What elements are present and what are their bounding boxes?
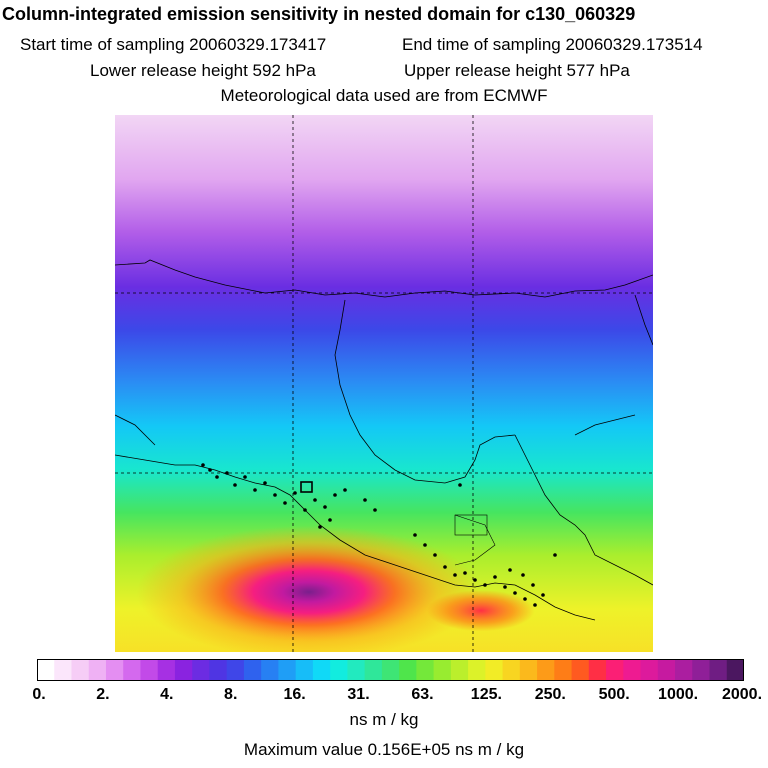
colorbar-tick-label: 0. — [32, 686, 46, 703]
colorbar-cell — [381, 659, 400, 681]
plot-title: Column-integrated emission sensitivity i… — [2, 4, 636, 24]
colorbar-tick-label: 4. — [160, 686, 174, 703]
colorbar-cell — [623, 659, 642, 681]
colorbar-cell — [88, 659, 107, 681]
colorbar-tick-label: 125. — [470, 686, 502, 703]
colorbar-cell — [364, 659, 383, 681]
colorbar-tick-label: 63. — [411, 686, 434, 703]
colorbar — [37, 659, 744, 681]
colorbar-cell — [312, 659, 331, 681]
colorbar-cell — [606, 659, 624, 681]
colorbar-cell — [640, 659, 659, 681]
lower-release-label: Lower release height 592 hPa — [90, 61, 316, 80]
colorbar-cell — [485, 659, 504, 681]
colorbar-cell — [502, 659, 521, 681]
colorbar-cell — [450, 659, 469, 681]
colorbar-tick-label: 31. — [347, 686, 370, 703]
emission-sensitivity-map — [115, 115, 653, 652]
colorbar-cell — [416, 659, 435, 681]
colorbar-tick-label: 1000. — [658, 686, 699, 703]
colorbar-cell — [192, 659, 210, 681]
colorbar-cell — [226, 659, 245, 681]
colorbar-cell — [347, 659, 366, 681]
colorbar-cell — [433, 659, 452, 681]
colorbar-units: ns m / kg — [349, 710, 419, 729]
colorbar-tick-label: 8. — [224, 686, 238, 703]
colorbar-cell — [468, 659, 486, 681]
colorbar-cell — [399, 659, 417, 681]
colorbar-cell — [209, 659, 228, 681]
colorbar-cell — [295, 659, 314, 681]
colorbar-cell — [571, 659, 590, 681]
colorbar-cell — [726, 659, 744, 681]
met-data-label: Meteorological data used are from ECMWF — [220, 86, 548, 105]
colorbar-cell — [54, 659, 72, 681]
colorbar-cell — [657, 659, 676, 681]
colorbar-cell — [675, 659, 693, 681]
colorbar-tick-label: 500. — [598, 686, 630, 703]
colorbar-tick-label: 2000. — [721, 686, 763, 703]
colorbar-cell — [330, 659, 348, 681]
colorbar-cell — [37, 659, 55, 681]
upper-release-label: Upper release height 577 hPa — [404, 61, 630, 80]
colorbar-border — [37, 659, 744, 681]
colorbar-cell — [554, 659, 573, 681]
colorbar-cell — [537, 659, 555, 681]
start-time-label: Start time of sampling 20060329.173417 — [20, 35, 327, 54]
colorbar-cell — [243, 659, 262, 681]
colorbar-cell — [692, 659, 711, 681]
colorbar-cell — [123, 659, 141, 681]
colorbar-cell — [140, 659, 159, 681]
colorbar-cell — [157, 659, 176, 681]
colorbar-cell — [588, 659, 607, 681]
maximum-value-label: Maximum value 0.156E+05 ns m / kg — [243, 740, 525, 759]
colorbar-cell — [519, 659, 538, 681]
colorbar-cell — [71, 659, 90, 681]
end-time-label: End time of sampling 20060329.173514 — [402, 35, 703, 54]
colorbar-tick-label: 2. — [96, 686, 110, 703]
colorbar-tick-label: 16. — [283, 686, 306, 703]
colorbar-cell — [278, 659, 297, 681]
colorbar-cell — [709, 659, 728, 681]
colorbar-tick-label: 250. — [534, 686, 566, 703]
colorbar-cell — [105, 659, 124, 681]
colorbar-cell — [261, 659, 279, 681]
colorbar-cell — [174, 659, 193, 681]
